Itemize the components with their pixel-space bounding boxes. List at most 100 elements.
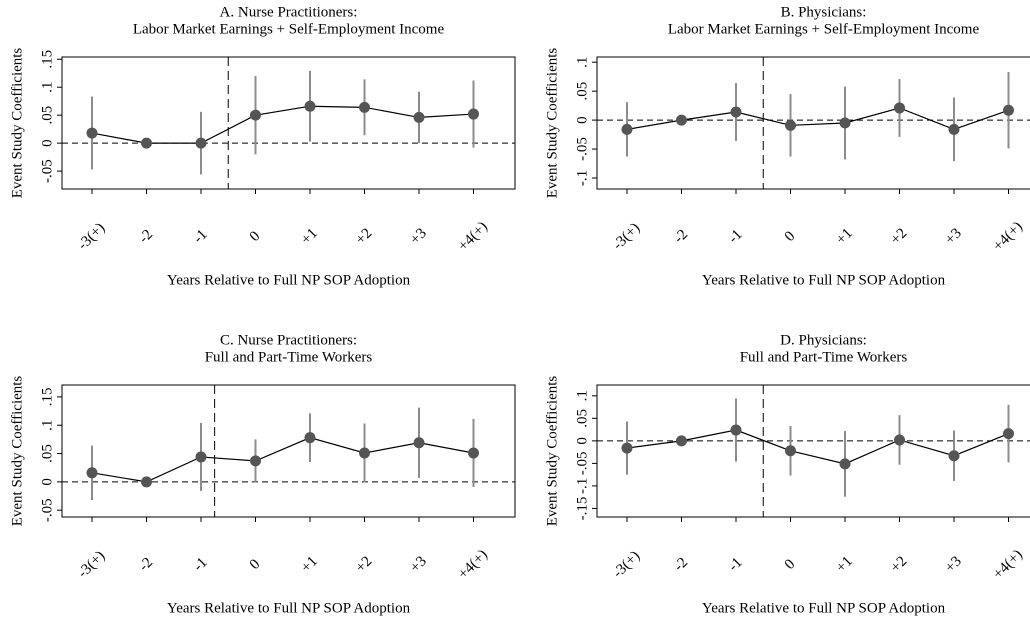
x-tick-label: +1 [833,553,856,576]
y-tick-label: .1 [39,420,55,431]
plot-frame [596,384,1030,518]
estimate-line [626,107,1009,131]
estimate-point [195,451,207,463]
y-tick-label: -.05 [39,159,55,183]
x-tick-label: -3(+) [610,220,643,253]
estimate-point [894,102,905,114]
estimate-point [785,445,796,457]
estimate-point [621,123,633,135]
y-tick-label: .05 [574,82,590,101]
estimate-point [359,447,370,459]
x-tick-label: -1 [191,555,211,575]
y-tick-label: .05 [574,409,590,428]
estimate-point [141,137,152,149]
x-tick-label: +2 [888,553,911,576]
x-tick-label: +4(+) [990,547,1026,583]
estimate-point [413,111,425,123]
y-tick-label: -.05 [574,452,590,476]
estimate-point [141,476,152,488]
estimate-point [86,467,98,479]
x-tick-label: +3 [942,553,965,576]
y-tick-label: 0 [39,139,55,147]
x-tick-label: +3 [407,225,430,248]
plot-frame [596,56,1030,190]
x-tick-label: 0 [247,556,264,573]
x-tick-label: +1 [833,225,856,248]
panel: A. Nurse Practitioners:Labor Market Earn… [9,4,516,288]
estimate-point [250,455,261,467]
estimate-point [359,101,370,113]
x-tick-label: +1 [298,225,321,248]
estimate-line [91,437,474,483]
estimate-point [894,434,905,446]
panel-title: Full and Part-Time Workers [205,349,373,365]
y-tick-label: -.15 [574,497,590,521]
estimate-point [304,100,316,112]
estimate-point [676,435,687,447]
y-axis-label: Event Study Coefficients [544,48,560,199]
estimate-point [250,109,261,121]
estimate-point [468,108,479,120]
y-tick-label: 0 [574,437,590,445]
y-tick-label: .1 [574,390,590,401]
x-tick-label: -2 [136,555,156,575]
y-tick-label: .15 [39,50,55,69]
panel-title: C. Nurse Practitioners: [220,332,357,348]
panel-title: Labor Market Earnings + Self-Employment … [133,21,445,37]
estimate-point [195,137,207,149]
plot-frame [61,56,516,190]
x-tick-label: +2 [353,225,376,248]
y-axis-label: Event Study Coefficients [9,376,25,527]
x-tick-label: +3 [407,553,430,576]
y-tick-label: 0 [574,116,590,124]
y-axis-label: Event Study Coefficients [9,48,25,199]
x-tick-label: 0 [782,556,799,573]
estimate-point [413,437,425,449]
estimate-point [621,442,633,454]
y-tick-label: .05 [39,444,55,463]
x-tick-label: -3(+) [610,548,643,581]
x-tick-label: +2 [888,225,911,248]
panel-title: Full and Part-Time Workers [740,349,908,365]
x-tick-label: -1 [726,555,746,575]
estimate-point [86,127,98,139]
x-axis-label: Years Relative to Full NP SOP Adoption [702,600,946,616]
y-tick-label: .1 [574,57,590,68]
x-tick-label: +4(+) [455,219,491,255]
x-axis-label: Years Relative to Full NP SOP Adoption [702,272,946,288]
x-tick-label: +2 [353,553,376,576]
estimate-point [1003,104,1014,116]
estimate-point [839,117,851,129]
x-tick-label: -2 [671,555,691,575]
estimate-point [304,432,316,444]
y-tick-label: -.05 [574,137,590,161]
estimate-point [676,114,687,126]
plot-frame [61,384,516,518]
x-tick-label: +3 [942,225,965,248]
x-tick-label: +4(+) [990,219,1026,255]
x-tick-label: +4(+) [455,547,491,583]
estimate-point [730,106,742,118]
panel-title: D. Physicians: [780,332,867,348]
panel: B. Physicians:Labor Market Earnings + Se… [544,4,1030,288]
x-tick-label: -3(+) [75,548,108,581]
x-tick-label: -2 [671,227,691,247]
y-tick-label: -.1 [574,478,590,494]
estimate-line [91,105,474,144]
y-tick-label: -.1 [574,170,590,186]
x-axis-label: Years Relative to Full NP SOP Adoption [167,272,411,288]
x-tick-label: +1 [298,553,321,576]
x-tick-label: -3(+) [75,220,108,253]
estimate-point [948,450,960,462]
panel: D. Physicians:Full and Part-Time Workers… [544,332,1030,616]
y-axis-label: Event Study Coefficients [544,376,560,527]
x-tick-label: 0 [247,228,264,245]
x-tick-label: 0 [782,228,799,245]
y-tick-label: -.05 [39,498,55,522]
x-tick-label: -1 [191,227,211,247]
estimate-point [948,123,960,135]
y-tick-label: .15 [39,388,55,407]
panel-title: B. Physicians: [781,4,867,20]
x-tick-label: -2 [136,227,156,247]
